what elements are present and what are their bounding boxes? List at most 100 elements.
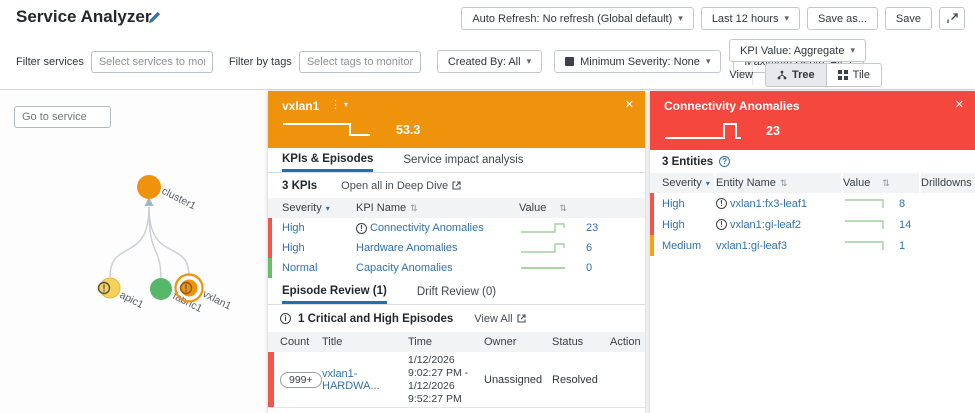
tab-episode-review[interactable]: Episode Review (1) xyxy=(282,280,387,304)
service-panel-header: vxlan1 53.3 xyxy=(268,91,645,148)
fullscreen-button[interactable] xyxy=(939,7,965,30)
node-cluster1-label: cluster1 xyxy=(160,185,198,212)
alert-badge-icon xyxy=(179,281,193,295)
episode-header-time[interactable]: Time xyxy=(408,336,433,348)
entity-table-body: High vxlan1:fx3-leaf1 8 High vxlan1:gi-l… xyxy=(650,193,975,256)
entity-header-value[interactable]: Value ⇅ xyxy=(843,173,921,193)
alert-circle-icon xyxy=(716,219,727,230)
kpi-value: 23 xyxy=(586,222,599,234)
maintenance-badge-glyph: ! xyxy=(102,282,106,294)
episode-header-owner[interactable]: Owner xyxy=(484,336,517,348)
kpi-row-capacity: Normal Capacity Anomalies 0 xyxy=(268,258,645,278)
service-panel-title: vxlan1 xyxy=(282,99,320,113)
node-apic1[interactable]: ! apic1 xyxy=(97,277,146,311)
kpi-panel-sparkline xyxy=(665,123,741,139)
kpi-count-label: 3 KPIs xyxy=(282,179,318,192)
episode-table-header: Count Title Time Owner Status Action xyxy=(268,332,645,352)
tab-kpis-episodes[interactable]: KPIs & Episodes xyxy=(282,148,374,172)
severity-bar xyxy=(268,352,274,407)
expand-icon xyxy=(946,13,958,23)
entity-header-severity[interactable]: Severity ▾ xyxy=(650,173,716,193)
save-as-button[interactable]: Save as... xyxy=(807,7,878,30)
episode-header-action[interactable]: Action xyxy=(610,336,641,348)
entity-severity[interactable]: Medium xyxy=(662,239,702,252)
entity-name-link[interactable]: vxlan1:gi-leaf3 xyxy=(716,239,787,252)
kpi-table-body: High Connectivity Anomalies 23 High Hard… xyxy=(268,218,645,278)
severity-bar xyxy=(650,193,654,214)
entity-row-fx3-leaf1: High vxlan1:fx3-leaf1 8 xyxy=(650,193,975,214)
kpi-header-name[interactable]: KPI Name ⇅ xyxy=(356,202,418,214)
edit-title-icon[interactable] xyxy=(148,11,161,24)
entity-severity[interactable]: High xyxy=(662,218,685,231)
episode-tabs: Episode Review (1) Drift Review (0) xyxy=(268,280,645,305)
help-circle-icon[interactable] xyxy=(719,156,731,167)
service-topology-tree: cluster1 ! apic1 fabric1 ! vxlan1 xyxy=(97,175,233,315)
episode-header-status[interactable]: Status xyxy=(552,336,584,348)
open-deep-dive-link[interactable]: Open all in Deep Dive xyxy=(341,180,461,192)
kpi-header-value[interactable]: Value ⇅ xyxy=(519,202,567,214)
view-label: View xyxy=(729,69,754,81)
severity-bar xyxy=(268,218,272,238)
kpi-severity[interactable]: Normal xyxy=(282,262,318,274)
kpi-name-link[interactable]: Capacity Anomalies xyxy=(356,262,453,274)
sort-icon: ⇅ xyxy=(410,202,418,213)
entity-name-link[interactable]: vxlan1:fx3-leaf1 xyxy=(730,197,808,210)
min-severity-dropdown[interactable]: Minimum Severity: None xyxy=(554,50,722,73)
tile-icon xyxy=(837,70,848,80)
episode-title-link[interactable]: vxlan1-HARDWA... xyxy=(322,367,380,392)
kpi-name-link[interactable]: Hardware Anomalies xyxy=(356,242,458,254)
health-score-value: 53.3 xyxy=(396,123,421,137)
entity-header-drilldowns[interactable]: Drilldowns xyxy=(921,177,972,189)
entity-sparkline xyxy=(845,240,884,250)
filter-services-input[interactable] xyxy=(90,50,213,73)
time-range-button[interactable]: Last 12 hours xyxy=(700,7,800,30)
kpi-value-dropdown[interactable]: KPI Value: Aggregate xyxy=(729,39,866,62)
node-cluster1[interactable]: cluster1 xyxy=(137,175,198,212)
entity-value: 14 xyxy=(899,218,912,231)
sort-icon: ⇅ xyxy=(779,177,788,188)
top-action-buttons: Auto Refresh: No refresh (Global default… xyxy=(461,7,965,30)
entity-row-gi-leaf3: Medium vxlan1:gi-leaf3 1 xyxy=(650,235,975,256)
kpi-sparkline xyxy=(521,243,565,253)
filter-tags-input[interactable] xyxy=(298,50,421,73)
edge-vxlan1-cluster1 xyxy=(148,206,190,277)
kpi-header-severity[interactable]: Severity ▾ xyxy=(282,202,330,214)
created-by-dropdown[interactable]: Created By: All xyxy=(436,50,543,73)
edge-arrow-icon xyxy=(144,197,154,206)
save-button[interactable]: Save xyxy=(884,7,932,30)
episode-count-badge: 999+ xyxy=(280,371,322,388)
view-tile-button[interactable]: Tile xyxy=(825,64,881,86)
entity-sparkline xyxy=(845,219,884,229)
episode-status: Resolved xyxy=(552,373,598,386)
episode-row: 999+ vxlan1-HARDWA... 1/12/2026 9:02:27 … xyxy=(268,352,645,408)
kpi-severity[interactable]: High xyxy=(282,242,305,254)
edge-apic1-cluster1 xyxy=(109,206,150,278)
close-icon[interactable] xyxy=(625,98,634,111)
severity-bar xyxy=(650,235,654,256)
view-all-link[interactable]: View All xyxy=(474,313,526,325)
episodes-summary: 1 Critical and High Episodes xyxy=(298,312,454,325)
tab-drift-review[interactable]: Drift Review (0) xyxy=(416,286,497,298)
episode-header-title[interactable]: Title xyxy=(322,336,343,348)
maintenance-badge-icon xyxy=(97,281,111,295)
severity-bar xyxy=(268,258,272,278)
entity-header-name[interactable]: Entity Name ⇅ xyxy=(716,173,843,193)
kpi-severity[interactable]: High xyxy=(282,222,305,234)
auto-refresh-button[interactable]: Auto Refresh: No refresh (Global default… xyxy=(461,7,694,30)
alert-circle-icon xyxy=(356,222,367,234)
entity-table-header: Severity ▾ Entity Name ⇅ Value ⇅ Drilldowns xyxy=(650,173,975,193)
kpi-name-link[interactable]: Connectivity Anomalies xyxy=(370,222,484,234)
view-tree-button[interactable]: Tree xyxy=(766,64,826,86)
severity-bar xyxy=(268,238,272,258)
go-to-service-input[interactable] xyxy=(14,106,111,128)
kebab-menu-icon[interactable] xyxy=(330,98,341,111)
tree-icon xyxy=(777,70,787,80)
episode-header-count[interactable]: Count xyxy=(280,336,310,348)
tab-service-impact[interactable]: Service impact analysis xyxy=(403,154,524,166)
entity-name-link[interactable]: vxlan1:gi-leaf2 xyxy=(730,218,801,231)
sort-icon: ⇅ xyxy=(882,177,890,188)
entity-severity[interactable]: High xyxy=(662,197,685,210)
chevron-down-icon[interactable] xyxy=(344,100,348,109)
close-icon[interactable] xyxy=(955,98,964,111)
